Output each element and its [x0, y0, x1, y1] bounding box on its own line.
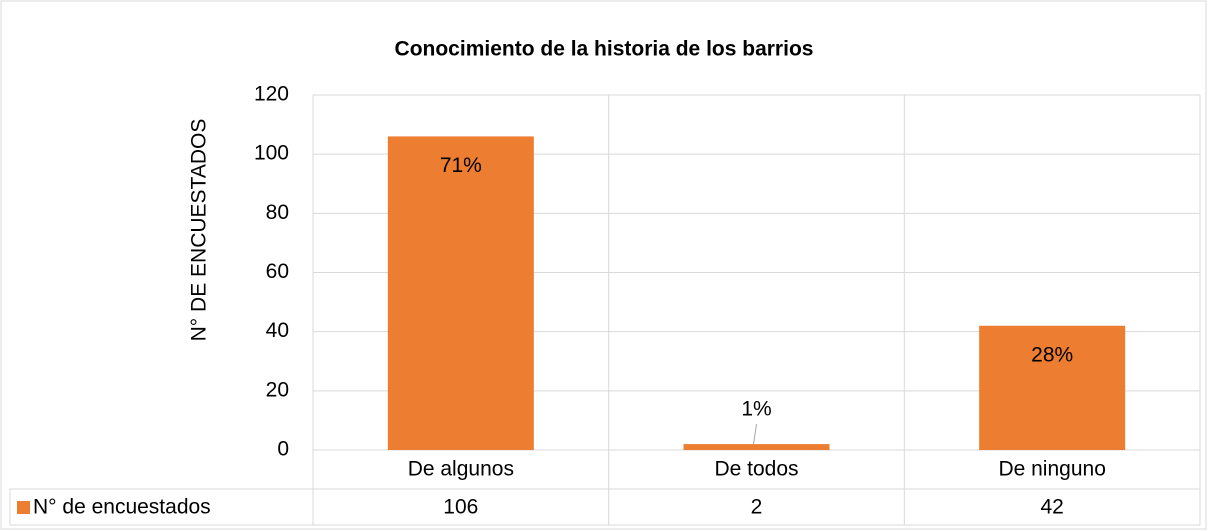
data-label: 71%: [440, 154, 482, 177]
y-tick-label: 100: [254, 142, 289, 165]
legend-label: N° de encuestados: [33, 496, 211, 519]
y-tick-label: 120: [254, 83, 289, 106]
y-tick-label: 0: [277, 438, 289, 461]
x-tick-label: De todos: [714, 458, 798, 481]
data-label: 28%: [1031, 343, 1073, 366]
legend-swatch: [17, 501, 30, 514]
x-tick-label: De algunos: [408, 458, 514, 481]
table-value: 2: [751, 496, 763, 519]
y-tick-label: 60: [266, 260, 289, 283]
bar: [387, 136, 534, 450]
table-value: 106: [443, 496, 478, 519]
y-tick-label: 80: [266, 201, 289, 224]
data-label: 1%: [741, 398, 771, 421]
chart-title: Conocimiento de la historia de los barri…: [395, 38, 814, 61]
y-tick-label: 40: [266, 319, 289, 342]
bar: [683, 444, 830, 450]
bar: [979, 325, 1126, 450]
leader-line: [753, 424, 757, 445]
table-value: 42: [1040, 496, 1063, 519]
y-axis-label: N° DE ENCUESTADOS: [188, 119, 211, 342]
y-tick-label: 20: [266, 378, 289, 401]
x-tick-label: De ninguno: [998, 458, 1105, 481]
